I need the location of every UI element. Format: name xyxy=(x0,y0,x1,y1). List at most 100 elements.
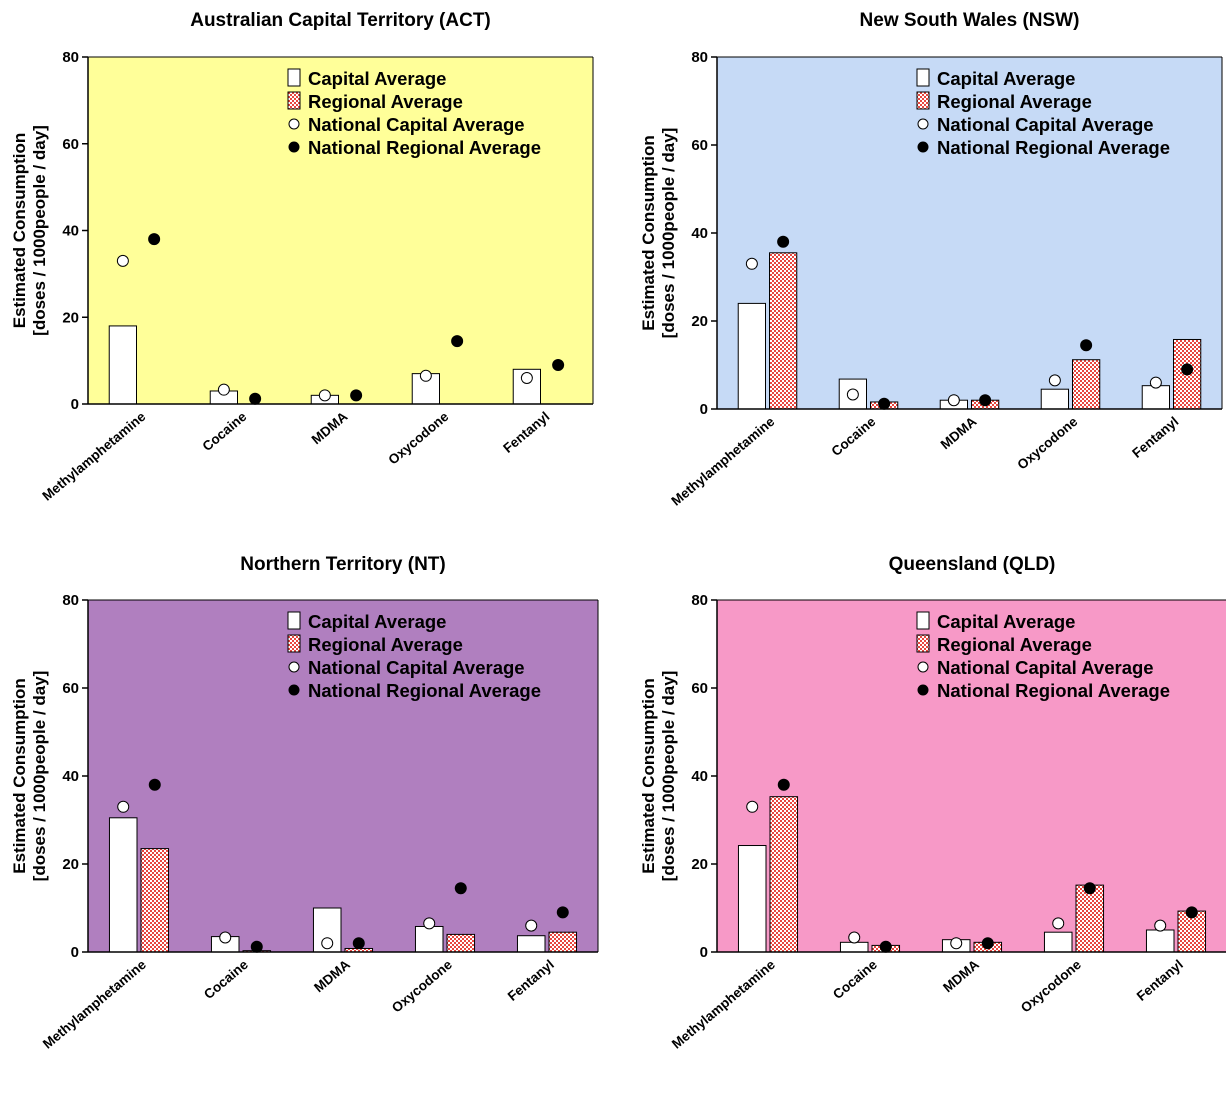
legend-swatch-national-capital xyxy=(917,661,929,673)
y-tick-label: 20 xyxy=(62,856,79,873)
bar-regional-methylamphetamine xyxy=(769,252,798,410)
bar-capital-methylamphetamine xyxy=(737,302,766,410)
x-category-label: Methylamphetamine xyxy=(668,413,777,508)
legend-swatch-national-capital xyxy=(288,661,300,673)
x-category-label: MDMA xyxy=(938,414,980,453)
point-national-regional-oxycodone xyxy=(1083,882,1096,895)
y-tick-label: 0 xyxy=(700,944,708,961)
point-national-capital-mdma xyxy=(950,937,963,950)
point-national-capital-fentanyl xyxy=(520,371,533,384)
legend-swatch-capital xyxy=(916,611,930,630)
point-national-regional-fentanyl xyxy=(1185,906,1198,919)
y-axis-label-line1: Estimated Consumption xyxy=(10,133,29,329)
chart-title: Queensland (QLD) xyxy=(889,554,1056,575)
y-tick-label: 60 xyxy=(62,680,79,697)
legend-swatch-national-regional xyxy=(917,141,929,153)
legend-label: Regional Average xyxy=(937,634,1092,655)
point-national-regional-methylamphetamine xyxy=(777,778,790,791)
x-category-label: MDMA xyxy=(309,409,351,448)
point-national-capital-oxycodone xyxy=(1052,917,1065,930)
x-category-label: Oxycodone xyxy=(1014,413,1080,472)
legend-label: Regional Average xyxy=(937,91,1092,112)
legend-swatch-regional xyxy=(916,634,930,653)
y-tick-label: 40 xyxy=(62,223,79,240)
legend-label: National Capital Average xyxy=(937,657,1154,678)
y-tick-label: 40 xyxy=(691,768,708,785)
legend-swatch-capital xyxy=(287,68,301,87)
y-axis-label-line2: [doses / 1000people / day] xyxy=(30,671,49,882)
y-tick-label: 80 xyxy=(62,592,79,609)
legend-swatch-national-regional xyxy=(288,141,300,153)
chart-title: Australian Capital Territory (ACT) xyxy=(190,10,491,31)
x-category-label: Methylamphetamine xyxy=(669,956,778,1051)
point-national-regional-mdma xyxy=(350,389,363,402)
point-national-regional-oxycodone xyxy=(454,882,467,895)
bar-regional-methylamphetamine xyxy=(769,796,799,953)
bar-capital-fentanyl xyxy=(516,935,546,953)
x-category-label: Cocaine xyxy=(200,409,250,455)
point-national-capital-methylamphetamine xyxy=(745,257,758,270)
y-axis-label-line2: [doses / 1000people / day] xyxy=(659,671,678,882)
point-national-capital-methylamphetamine xyxy=(117,800,130,813)
x-category-label: Methylamphetamine xyxy=(40,956,149,1051)
point-national-regional-methylamphetamine xyxy=(148,233,161,246)
legend-swatch-capital xyxy=(287,611,301,630)
point-national-regional-oxycodone xyxy=(451,335,464,348)
bar-capital-methylamphetamine xyxy=(108,817,138,953)
point-national-regional-cocaine xyxy=(249,392,262,405)
bar-capital-fentanyl xyxy=(1145,929,1175,953)
x-category-label: Fentanyl xyxy=(1129,414,1181,461)
x-category-label: Oxycodone xyxy=(389,956,455,1015)
point-national-capital-methylamphetamine xyxy=(746,800,759,813)
y-tick-label: 60 xyxy=(691,137,708,154)
bar-capital-fentanyl xyxy=(1141,385,1170,410)
x-category-label: Oxycodone xyxy=(1018,956,1084,1015)
point-national-regional-fentanyl xyxy=(552,358,565,371)
bar-regional-oxycodone xyxy=(1075,884,1105,953)
point-national-regional-oxycodone xyxy=(1080,339,1093,352)
point-national-regional-mdma xyxy=(352,937,365,950)
y-axis-label-line1: Estimated Consumption xyxy=(10,678,29,874)
bar-regional-fentanyl xyxy=(548,931,578,953)
point-national-capital-mdma xyxy=(321,937,334,950)
x-category-label: Fentanyl xyxy=(1134,957,1186,1004)
x-category-label: Oxycodone xyxy=(385,408,451,467)
legend-label: Capital Average xyxy=(937,611,1075,632)
plot-background xyxy=(717,57,1222,409)
legend-swatch-national-regional xyxy=(288,684,300,696)
x-category-label: Cocaine xyxy=(829,414,879,460)
y-tick-label: 40 xyxy=(691,225,708,242)
chart-title: Northern Territory (NT) xyxy=(240,554,445,575)
x-category-label: Fentanyl xyxy=(505,957,557,1004)
point-national-capital-cocaine xyxy=(846,388,859,401)
y-tick-label: 0 xyxy=(71,396,79,413)
y-axis-label-line2: [doses / 1000people / day] xyxy=(30,125,49,336)
bar-capital-oxycodone xyxy=(1040,388,1069,410)
y-tick-label: 60 xyxy=(691,680,708,697)
point-national-regional-methylamphetamine xyxy=(777,235,790,248)
x-category-label: Fentanyl xyxy=(500,409,552,456)
y-tick-label: 40 xyxy=(62,768,79,785)
legend-label: National Capital Average xyxy=(308,114,525,135)
legend-label: Capital Average xyxy=(937,68,1075,89)
y-tick-label: 80 xyxy=(691,592,708,609)
point-national-capital-mdma xyxy=(318,389,331,402)
y-axis-label-line1: Estimated Consumption xyxy=(639,678,658,874)
y-tick-label: 80 xyxy=(62,49,79,66)
y-axis-label-line2: [doses / 1000people / day] xyxy=(659,128,678,339)
y-tick-label: 20 xyxy=(691,856,708,873)
legend-swatch-national-capital xyxy=(917,118,929,130)
bar-regional-methylamphetamine xyxy=(140,848,170,953)
y-tick-label: 20 xyxy=(62,309,79,326)
point-national-capital-oxycodone xyxy=(423,917,436,930)
point-national-regional-cocaine xyxy=(878,397,891,410)
chart-panel-3: Queensland (QLD) Estimated Consumption [do… xyxy=(639,554,1226,1052)
point-national-capital-fentanyl xyxy=(525,919,538,932)
y-tick-label: 80 xyxy=(691,49,708,66)
point-national-regional-methylamphetamine xyxy=(148,778,161,791)
legend-label: Regional Average xyxy=(308,91,463,112)
y-axis-label-line1: Estimated Consumption xyxy=(639,135,658,331)
